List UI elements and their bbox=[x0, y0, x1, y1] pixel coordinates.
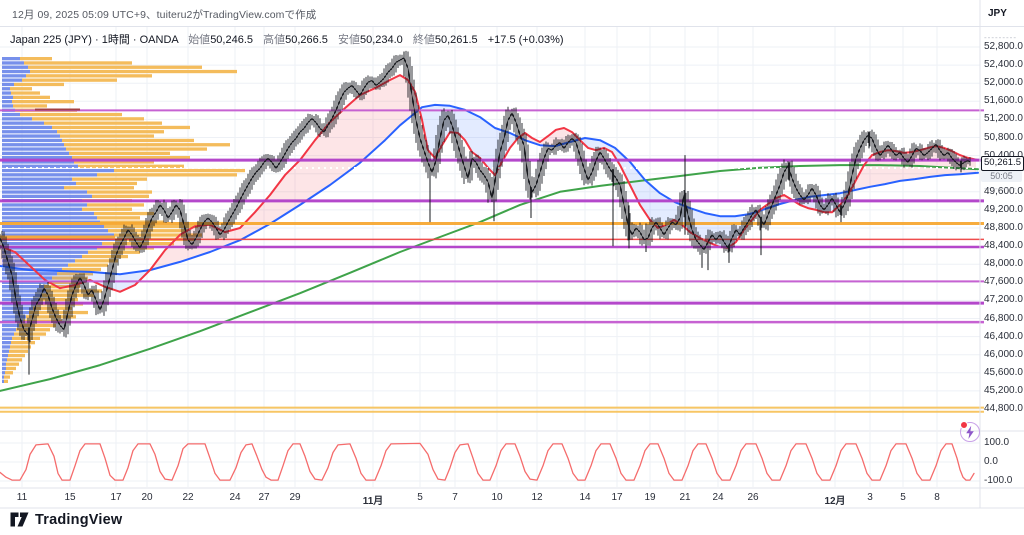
open-label: 始値 bbox=[188, 34, 211, 46]
price-axis-label: 47,200.0 bbox=[984, 294, 1023, 306]
low-value: 50,234.0 bbox=[359, 34, 403, 46]
time-axis-label: 11月 bbox=[362, 496, 384, 507]
low-label: 安値 bbox=[337, 34, 360, 46]
tradingview-mark-icon bbox=[10, 512, 29, 527]
attribution-bar bbox=[0, 0, 1024, 27]
time-axis-label: 14 bbox=[579, 492, 591, 503]
time-axis-label: 26 bbox=[747, 492, 759, 503]
time-axis-label: 12月 bbox=[824, 496, 846, 507]
osc-label-0: 0.0 bbox=[984, 456, 998, 467]
osc-label-100: 100.0 bbox=[984, 437, 1010, 448]
open-value: 50,246.5 bbox=[210, 34, 254, 46]
price-axis-label: 48,800.0 bbox=[984, 222, 1023, 233]
tradingview-logo[interactable]: TradingView bbox=[10, 511, 122, 528]
price-axis-label: 44,800.0 bbox=[984, 403, 1023, 414]
price-axis-label: 52,400.0 bbox=[984, 59, 1023, 71]
lightning-icon bbox=[966, 425, 974, 439]
current-price-label: 50,261.5 bbox=[981, 156, 1024, 171]
time-axis-label: 11 bbox=[16, 492, 28, 503]
price-axis-label: 49,600.0 bbox=[984, 185, 1023, 197]
bar-countdown-label: 50:05 bbox=[981, 171, 1022, 182]
attribution-text: 12月 09, 2025 05:09 UTC+9、tuiteru2がTradin… bbox=[12, 9, 317, 21]
time-axis-label: 17 bbox=[110, 492, 122, 503]
time-axis-label: 24 bbox=[229, 492, 241, 503]
symbol-title[interactable]: Japan 225 (JPY) · 1時間 · OANDA bbox=[10, 34, 179, 46]
time-axis-label: 5 bbox=[900, 492, 906, 503]
flash-trade-button[interactable] bbox=[960, 421, 980, 442]
tradingview-logo-text: TradingView bbox=[35, 511, 123, 528]
price-axis-label: 48,400.0 bbox=[984, 240, 1023, 252]
time-axis-label: 22 bbox=[182, 492, 194, 503]
osc-label-neg100: -100.0 bbox=[984, 475, 1013, 486]
price-axis-label: 51,600.0 bbox=[984, 95, 1023, 107]
time-axis-label: 20 bbox=[141, 492, 153, 503]
time-axis-label: 8 bbox=[934, 492, 940, 503]
time-axis-label: 17 bbox=[611, 492, 623, 503]
high-label: 高値 bbox=[263, 34, 286, 46]
price-axis-label: 51,200.0 bbox=[984, 113, 1023, 125]
time-axis-label: 3 bbox=[867, 492, 873, 503]
price-axis-label: 48,000.0 bbox=[984, 258, 1023, 270]
symbol-legend[interactable]: Japan 225 (JPY) · 1時間 · OANDA 始値50,246.5… bbox=[10, 31, 564, 47]
price-axis-label: 46,000.0 bbox=[984, 348, 1023, 360]
high-value: 50,266.5 bbox=[285, 34, 328, 46]
ghost-price-label: --------- bbox=[984, 184, 1017, 193]
time-axis-label: 7 bbox=[452, 492, 458, 503]
price-axis-label: 50,400.0 bbox=[984, 150, 1023, 162]
price-axis-label: 46,800.0 bbox=[984, 312, 1023, 324]
time-axis-label: 27 bbox=[258, 492, 270, 503]
price-axis-label: 45,200.0 bbox=[984, 384, 1023, 396]
time-axis-label: 19 bbox=[644, 492, 656, 503]
price-axis-label: 45,600.0 bbox=[984, 366, 1023, 378]
close-value: 50,261.5 bbox=[434, 34, 478, 46]
price-axis-label: 47,600.0 bbox=[984, 276, 1023, 288]
time-axis-label: 5 bbox=[417, 492, 423, 503]
time-axis-label: 24 bbox=[712, 492, 724, 503]
price-axis-label: 46,400.0 bbox=[984, 330, 1023, 342]
price-axis-label: 49,200.0 bbox=[984, 203, 1023, 215]
time-axis-label: 15 bbox=[64, 492, 76, 503]
time-axis-label: 12 bbox=[531, 492, 543, 503]
change-value: +17.5 (+0.03%) bbox=[487, 34, 564, 46]
price-axis-currency[interactable]: JPY bbox=[988, 8, 1007, 19]
ghost-axis-label: --------- bbox=[984, 33, 1017, 42]
time-axis-label: 29 bbox=[289, 492, 301, 503]
notification-dot bbox=[960, 421, 968, 429]
time-axis-label: 10 bbox=[491, 492, 503, 503]
close-label: 終値 bbox=[412, 34, 435, 46]
price-axis-label: 50,800.0 bbox=[984, 131, 1023, 143]
price-axis-label: 52,800.0 bbox=[984, 41, 1023, 52]
price-axis-label: 52,000.0 bbox=[984, 77, 1023, 89]
time-axis-label: 21 bbox=[679, 492, 691, 503]
